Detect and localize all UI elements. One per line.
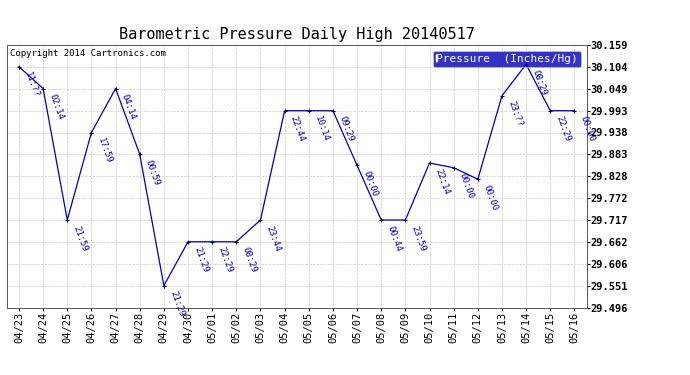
Text: 21:29: 21:29 [168,290,186,318]
Text: 21:59: 21:59 [72,224,89,252]
Text: 22:44: 22:44 [289,115,306,143]
Text: 22:29: 22:29 [555,115,572,143]
Text: 23:44: 23:44 [265,224,282,252]
Text: 00:59: 00:59 [144,159,161,187]
Text: 02:14: 02:14 [48,93,65,121]
Title: Barometric Pressure Daily High 20140517: Barometric Pressure Daily High 20140517 [119,27,475,42]
Text: 23:59: 23:59 [410,224,427,252]
Text: 17:59: 17:59 [96,136,113,165]
Legend: Pressure  (Inches/Hg): Pressure (Inches/Hg) [433,51,581,67]
Text: 22:29: 22:29 [217,246,234,274]
Text: 04:14: 04:14 [120,93,137,121]
Text: 10:14: 10:14 [313,115,331,143]
Text: 22:14: 22:14 [434,167,451,195]
Text: 11:??: 11:?? [23,71,41,99]
Text: Copyright 2014 Cartronics.com: Copyright 2014 Cartronics.com [10,49,166,58]
Text: 00:00: 00:00 [579,115,596,143]
Text: 21:29: 21:29 [193,246,210,274]
Text: 08:29: 08:29 [241,246,258,274]
Text: 00:00: 00:00 [362,170,379,198]
Text: 00:44: 00:44 [386,224,403,252]
Text: 08:29: 08:29 [531,69,548,97]
Text: 00:00: 00:00 [458,172,475,200]
Text: 00:00: 00:00 [482,183,500,212]
Text: 23:??: 23:?? [506,100,524,128]
Text: 09:29: 09:29 [337,115,355,143]
